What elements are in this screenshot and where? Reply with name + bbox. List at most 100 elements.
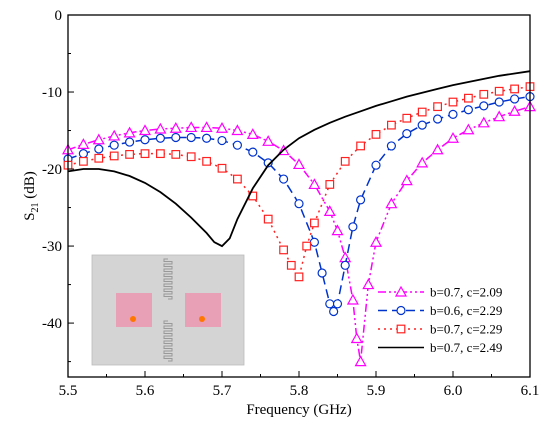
- legend-marker: [394, 285, 408, 297]
- data-point: [317, 268, 327, 278]
- data-point: [325, 180, 335, 189]
- legend-label: b=0.7, c=2.09: [430, 285, 502, 300]
- inset-feed-left: [130, 316, 136, 322]
- legend: b=0.7, c=2.09 b=0.6, c=2.29 b=0.7, c=2.29 b…: [378, 285, 502, 355]
- series-1: [61, 100, 537, 367]
- y-axis-label: S21 (dB): [22, 171, 41, 221]
- data-point: [92, 133, 105, 145]
- data-point: [331, 224, 344, 236]
- axes: 5.5 5.6 5.7 5.8 5.9 6.0 6.1 0 -10 -20 -30 -40: [42, 8, 539, 399]
- x-tick-label: 6.0: [444, 383, 463, 399]
- data-point: [510, 84, 519, 94]
- data-point: [125, 137, 135, 147]
- data-point: [356, 195, 366, 205]
- data-point: [479, 89, 489, 99]
- x-tick-label: 5.5: [59, 383, 78, 399]
- data-point: [200, 121, 213, 133]
- data-point: [217, 135, 227, 146]
- data-point: [185, 121, 198, 133]
- y-axis-label-main: S: [22, 212, 38, 220]
- data-point: [78, 156, 88, 166]
- data-point: [354, 355, 367, 367]
- data-point: [262, 135, 275, 146]
- data-point: [138, 124, 152, 136]
- x-tick-label: 5.9: [367, 383, 386, 399]
- data-point: [294, 199, 304, 209]
- data-point: [263, 158, 273, 168]
- series-line: [67, 85, 531, 279]
- data-point: [387, 120, 396, 130]
- series-line: [67, 95, 531, 314]
- data-point: [294, 272, 304, 282]
- data-point: [417, 120, 427, 130]
- inset-patch-right: [185, 293, 221, 327]
- data-point: [125, 150, 135, 159]
- data-point: [109, 140, 119, 150]
- data-point: [263, 214, 273, 224]
- inset-meander-top: [163, 258, 173, 300]
- data-point: [433, 114, 443, 124]
- data-point: [348, 222, 358, 232]
- data-point: [108, 129, 121, 141]
- data-point: [386, 141, 396, 151]
- data-point: [508, 105, 521, 116]
- data-point: [448, 109, 458, 119]
- data-point: [464, 93, 473, 103]
- data-point: [215, 121, 229, 133]
- data-point: [463, 105, 473, 115]
- data-point: [77, 138, 90, 149]
- legend-marker: [396, 324, 406, 334]
- y-tick-label: -10: [42, 85, 62, 101]
- antenna-inset: [91, 254, 245, 366]
- data-point: [186, 132, 196, 143]
- data-point: [402, 129, 412, 139]
- data-point: [140, 135, 150, 145]
- data-point: [346, 293, 359, 305]
- data-point: [202, 133, 212, 143]
- data-point: [308, 178, 321, 190]
- x-tick-label: 5.8: [290, 383, 309, 399]
- inset-patch-left: [116, 293, 152, 327]
- inset-meander-bottom: [163, 320, 173, 362]
- data-point: [448, 97, 458, 107]
- data-point: [202, 156, 212, 166]
- data-point: [140, 149, 150, 159]
- data-point: [233, 174, 242, 184]
- data-point: [417, 107, 427, 117]
- data-point: [169, 121, 182, 133]
- data-point: [446, 131, 460, 143]
- data-point: [309, 237, 319, 247]
- data-point: [302, 241, 312, 251]
- data-point: [400, 174, 413, 186]
- data-point: [477, 116, 490, 128]
- data-point: [186, 152, 196, 162]
- data-point: [310, 218, 319, 228]
- x-tick-label: 6.1: [521, 383, 540, 399]
- data-point: [462, 123, 475, 135]
- x-tick-label: 5.7: [213, 383, 232, 399]
- legend-label: b=0.7, c=2.49: [430, 340, 502, 355]
- data-point: [340, 156, 350, 166]
- data-point: [356, 141, 365, 151]
- y-tick-label: -30: [42, 239, 62, 255]
- data-point: [171, 132, 181, 143]
- data-point: [371, 129, 381, 139]
- data-point: [94, 144, 104, 154]
- data-point: [155, 133, 165, 143]
- series-3: [63, 82, 535, 282]
- data-point: [94, 153, 104, 163]
- data-point: [416, 156, 429, 168]
- series-line: [67, 70, 531, 248]
- data-point: [171, 150, 181, 159]
- x-axis-label: Frequency (GHz): [246, 402, 351, 418]
- data-point: [402, 113, 412, 123]
- data-point: [286, 260, 296, 270]
- legend-label: b=0.6, c=2.29: [430, 303, 502, 318]
- data-point: [371, 160, 381, 170]
- series-2: [63, 92, 535, 317]
- data-point: [292, 158, 306, 170]
- data-point: [156, 149, 165, 159]
- data-point: [385, 197, 398, 209]
- legend-label: b=0.7, c=2.29: [430, 322, 502, 337]
